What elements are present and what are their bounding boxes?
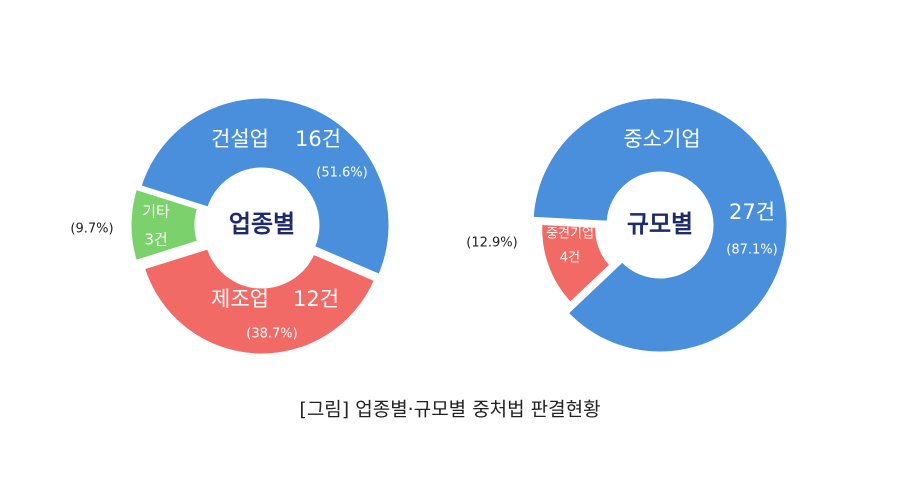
slice-percent: (51.6%) bbox=[316, 166, 367, 181]
slice-count: 3건 bbox=[144, 231, 167, 249]
slice-percent: (12.9%) bbox=[466, 236, 517, 251]
slice-count: 27건 bbox=[729, 200, 775, 224]
slice-percent: (87.1%) bbox=[726, 243, 777, 258]
donut-hole bbox=[206, 169, 318, 281]
slice-percent: (38.7%) bbox=[246, 327, 297, 342]
slice-name: 기타 bbox=[142, 203, 170, 221]
center-label: 규모별 bbox=[627, 210, 693, 238]
slice-count: 12건 bbox=[293, 287, 339, 311]
slice-name: 중소기업 bbox=[623, 127, 700, 151]
donut-hole bbox=[608, 173, 712, 277]
slice-count: 4건 bbox=[560, 251, 580, 266]
slice-name: 건설업 bbox=[211, 127, 269, 151]
donut-slice bbox=[539, 221, 614, 306]
center-label: 업종별 bbox=[229, 210, 295, 238]
slice-name: 제조업 bbox=[211, 287, 269, 311]
donut-slice bbox=[141, 245, 378, 357]
slice-percent: (9.7%) bbox=[70, 222, 113, 237]
caption: [그림] 업종별·규모별 중처법 판결현황 bbox=[299, 399, 600, 421]
slice-count: 16건 bbox=[295, 127, 341, 151]
slice-name: 중견기업 bbox=[546, 227, 594, 242]
donut-slice bbox=[128, 186, 201, 264]
